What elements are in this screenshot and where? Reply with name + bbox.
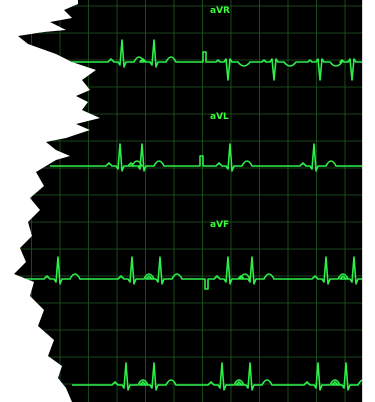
lead-label-avf: aVF — [210, 220, 229, 230]
trace-avr — [60, 39, 362, 81]
trace-avf — [14, 256, 362, 290]
trace-avl — [50, 143, 362, 172]
lead-label-avr: aVR — [210, 6, 230, 16]
trace-rhythm — [72, 362, 362, 391]
lead-label-avl: aVL — [210, 112, 229, 122]
